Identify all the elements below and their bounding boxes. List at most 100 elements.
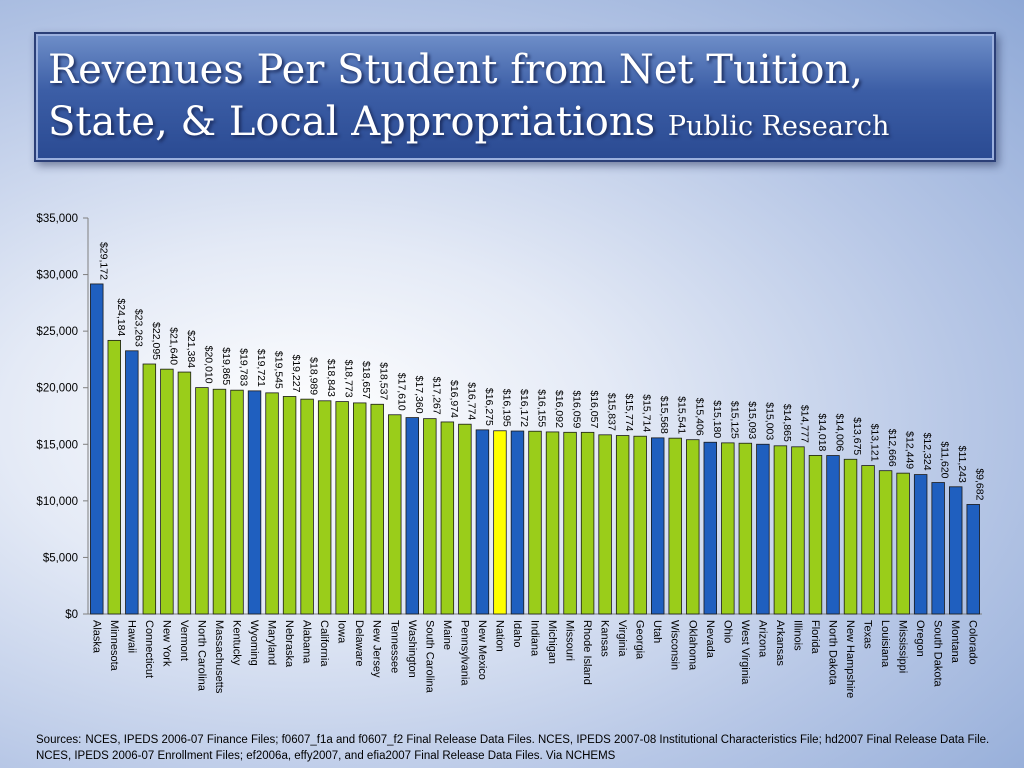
data-label: $14,006 [834, 414, 846, 452]
bar-indiana [528, 430, 542, 615]
category-label: Alaska [90, 620, 102, 654]
y-tick-label: $25,000 [36, 326, 78, 338]
data-label: $15,180 [711, 400, 723, 438]
category-label: West Virginia [739, 620, 751, 685]
data-label: $21,640 [167, 327, 179, 365]
category-label: South Carolina [423, 620, 435, 694]
category-label: Indiana [529, 620, 541, 657]
data-label: $9,682 [974, 468, 986, 500]
bar-new-york [160, 368, 174, 615]
category-label: New Hampshire [844, 620, 856, 698]
data-label: $13,121 [869, 424, 881, 462]
category-label: Nevada [704, 620, 716, 659]
bar-virginia [615, 435, 630, 615]
y-tick-label: $20,000 [36, 383, 78, 395]
data-label: $24,184 [115, 298, 127, 336]
bar-wyoming [247, 390, 262, 615]
category-label: Mississippi [897, 620, 909, 673]
bar-arizona [756, 443, 770, 615]
bar-south-dakota [931, 482, 945, 615]
slide-subtitle: Public Research [667, 111, 890, 142]
bar-ohio [721, 442, 735, 615]
y-tick-label: $5,000 [43, 552, 78, 564]
data-label: $19,865 [220, 347, 232, 385]
bar-nebraska [282, 396, 297, 615]
chart-bars [90, 283, 980, 615]
data-label: $14,777 [798, 405, 810, 443]
y-tick-label: $30,000 [36, 270, 78, 282]
bar-rhode-island [580, 431, 595, 615]
bar-kansas [598, 434, 612, 615]
data-label: $19,721 [255, 349, 267, 387]
category-label: Nebraska [283, 620, 295, 668]
bar-delaware [352, 402, 367, 615]
slide-title: Revenues Per Student from Net Tuition, S… [48, 44, 988, 153]
data-label: $29,172 [97, 242, 109, 280]
category-label: Colorado [967, 620, 979, 665]
bar-illinois [791, 446, 805, 615]
category-label: Missouri [564, 620, 576, 661]
category-label: Oklahoma [686, 620, 698, 671]
bar-pennsylvania [458, 423, 472, 615]
sources-text: NCES, IPEDS 2006-07 Finance Files; f0607… [36, 734, 990, 762]
data-label: $14,865 [781, 404, 793, 442]
bar-wisconsin [668, 437, 682, 615]
category-label: Arizona [756, 620, 768, 658]
bar-mississippi [896, 472, 910, 615]
data-label: $17,267 [430, 377, 442, 415]
data-label: $17,360 [413, 376, 425, 414]
category-label: North Dakota [827, 620, 839, 686]
category-label: Kansas [599, 620, 611, 657]
chart-data-labels: $29,172 $24,184 $23,263 $22,095 $21,640 $21,3… [97, 242, 985, 501]
data-label: $15,003 [763, 402, 775, 440]
bar-new-mexico [475, 429, 490, 615]
y-tick-label: $15,000 [36, 439, 78, 451]
data-label: $15,837 [606, 393, 618, 431]
category-label: Iowa [336, 620, 348, 644]
data-label: $16,275 [483, 388, 495, 426]
bar-oregon [913, 474, 928, 615]
bar-florida [808, 454, 823, 615]
data-label: $11,243 [956, 446, 968, 483]
category-label: New York [160, 620, 172, 667]
bar-alabama [300, 398, 314, 615]
bar-colorado [966, 504, 980, 615]
category-label: Alabama [301, 620, 313, 664]
data-label: $16,057 [588, 390, 600, 428]
bar-nation [493, 430, 507, 615]
title-banner: Revenues Per Student from Net Tuition, S… [34, 32, 996, 162]
bar-south-carolina [423, 418, 437, 615]
category-label: Utah [651, 620, 663, 643]
category-label: Idaho [511, 620, 523, 648]
category-label: California [318, 620, 330, 667]
bar-hawaii [125, 350, 139, 615]
data-label: $18,537 [378, 362, 390, 400]
category-label: Massachusetts [213, 620, 225, 694]
category-label: Pennsylvania [458, 620, 470, 686]
data-label: $18,657 [360, 361, 372, 399]
data-label: $15,774 [623, 394, 635, 432]
category-label: Illinois [791, 620, 803, 651]
bar-connecticut [142, 363, 157, 615]
category-label: Ohio [721, 620, 733, 643]
category-label: Louisiana [879, 620, 891, 668]
data-label: $15,406 [693, 398, 705, 436]
category-label: North Carolina [195, 620, 207, 692]
bar-tennessee [388, 414, 402, 615]
bar-arkansas [773, 445, 788, 615]
chart-category-labels: Alaska Minnesota Hawaii Connecticut New York… [90, 620, 978, 698]
category-label: Michigan [546, 620, 558, 664]
category-label: Hawaii [125, 620, 137, 653]
bar-missouri [563, 431, 577, 615]
category-label: New Mexico [476, 620, 488, 680]
bar-montana [949, 486, 963, 615]
bar-nevada [703, 441, 717, 615]
bar-north-dakota [826, 455, 840, 615]
bar-massachusetts [212, 388, 227, 615]
bar-iowa [335, 401, 349, 615]
category-label: South Dakota [932, 620, 944, 688]
category-label: Maine [441, 620, 453, 650]
data-label: $16,774 [465, 382, 477, 420]
bar-california [317, 400, 332, 615]
